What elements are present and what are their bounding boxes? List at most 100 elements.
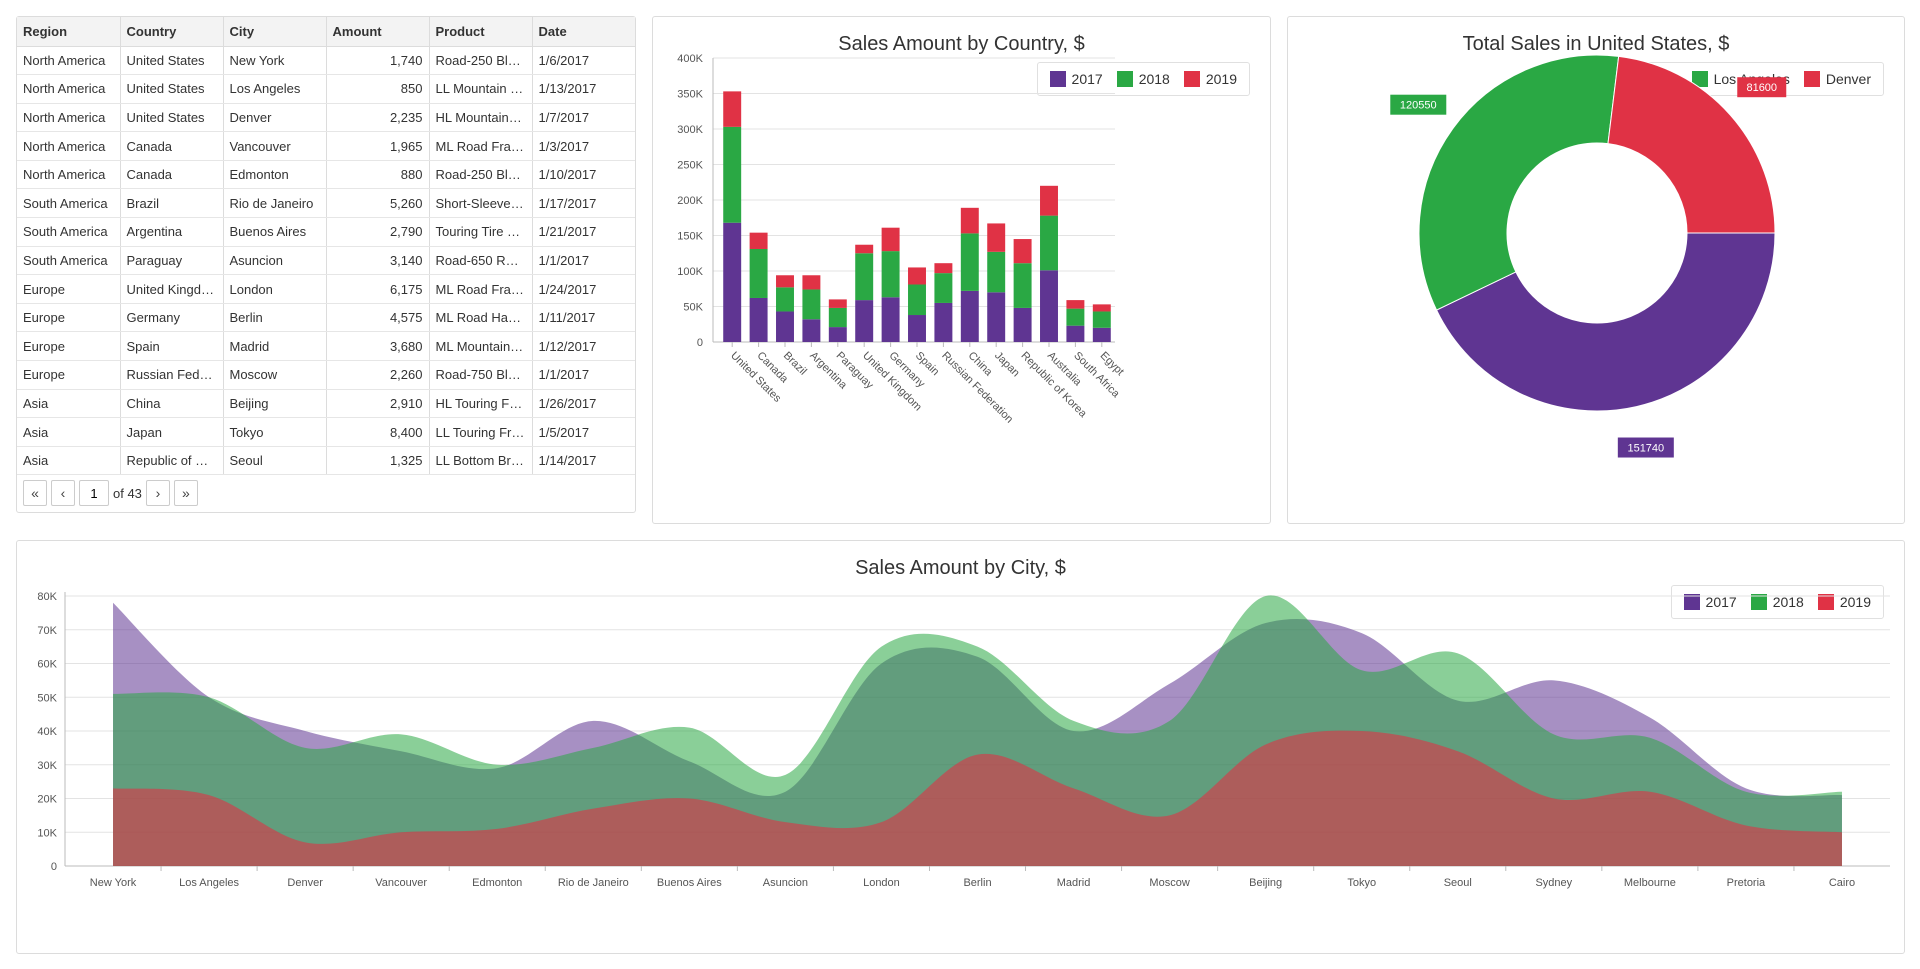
bar-chart-title: Sales Amount by Country, $ xyxy=(838,33,1085,55)
legend-item[interactable]: 2018 xyxy=(1116,71,1170,87)
double-chevron-right-icon: » xyxy=(182,485,190,501)
table-row[interactable]: North America Canada Edmonton 880 Road-250 B… xyxy=(17,160,635,190)
bar-segment[interactable] xyxy=(881,251,900,298)
bar-segment[interactable] xyxy=(987,251,1006,293)
donut-slice[interactable] xyxy=(1435,232,1776,412)
table-cell: 6,175 xyxy=(326,274,430,304)
bar-segment[interactable] xyxy=(960,233,979,291)
table-row[interactable]: Europe United Kingd… London 6,175 ML Road Fr… xyxy=(17,274,635,304)
prev-page-button[interactable]: ‹ xyxy=(51,480,75,506)
bar-segment[interactable] xyxy=(1013,239,1032,264)
bar-segment[interactable] xyxy=(881,297,900,342)
next-page-button[interactable]: › xyxy=(145,480,170,506)
table-cell: 2,235 xyxy=(326,103,430,133)
column-header[interactable]: Product xyxy=(429,17,533,47)
legend-label: 2019 xyxy=(1839,594,1871,610)
donut-slice[interactable] xyxy=(1607,55,1776,234)
bar-segment[interactable] xyxy=(934,263,953,274)
bar-segment[interactable] xyxy=(776,311,794,342)
x-tick-label: Denver xyxy=(287,877,323,889)
bar-segment[interactable] xyxy=(828,307,847,328)
bar-segment[interactable] xyxy=(934,273,953,303)
column-header[interactable]: Region xyxy=(17,17,121,47)
legend-item[interactable]: Denver xyxy=(1803,71,1871,87)
bar-segment[interactable] xyxy=(855,253,874,301)
donut-slice[interactable] xyxy=(1418,54,1620,311)
bar-segment[interactable] xyxy=(828,327,847,342)
bar-segment[interactable] xyxy=(855,300,874,342)
bar-segment[interactable] xyxy=(802,319,821,342)
legend-item[interactable]: 2018 xyxy=(1750,594,1804,610)
bar-segment[interactable] xyxy=(908,267,926,285)
last-page-button[interactable]: » xyxy=(173,480,198,506)
table-row[interactable]: South America Paraguay Asuncion 3,140 Road-6… xyxy=(17,246,635,276)
column-header[interactable]: Amount xyxy=(326,17,430,47)
bar-segment[interactable] xyxy=(1092,311,1111,328)
bar-segment[interactable] xyxy=(881,227,900,252)
table-row[interactable]: Europe Germany Berlin 4,575 ML Road Ha… 1/11/… xyxy=(17,303,635,333)
bar-segment[interactable] xyxy=(1092,304,1111,312)
table-row[interactable]: South America Brazil Rio de Janeiro 5,260 Sh… xyxy=(17,188,635,219)
area-series-2019[interactable] xyxy=(113,730,1842,866)
bar-segment[interactable] xyxy=(1066,325,1085,342)
table-row[interactable]: South America Argentina Buenos Aires 2,790 T… xyxy=(17,217,635,247)
bar-segment[interactable] xyxy=(1092,327,1111,342)
table-row[interactable]: Asia China Beijing 2,910 HL Touring F… 1/26/2… xyxy=(17,389,635,419)
legend-item[interactable]: 2017 xyxy=(1049,71,1103,87)
bar-segment[interactable] xyxy=(908,284,926,316)
bar-segment[interactable] xyxy=(1013,263,1032,308)
bar-segment[interactable] xyxy=(776,287,794,312)
bar-segment[interactable] xyxy=(723,126,742,223)
bar-segment[interactable] xyxy=(749,232,768,249)
bar-segment[interactable] xyxy=(723,91,742,127)
table-cell: 1/13/2017 xyxy=(532,74,635,104)
bar-segment[interactable] xyxy=(802,275,821,290)
table-cell: United States xyxy=(120,46,224,76)
first-page-button[interactable]: « xyxy=(23,480,47,506)
bar-segment[interactable] xyxy=(1040,185,1058,216)
bar-segment[interactable] xyxy=(1013,307,1032,342)
table-row[interactable]: Europe Spain Madrid 3,680 ML Mountain… 1/12/2… xyxy=(17,331,635,362)
table-cell: 1/21/2017 xyxy=(532,217,635,247)
x-tick-label: Seoul xyxy=(1444,877,1472,889)
table-row[interactable]: North America United States Denver 2,235 HL … xyxy=(17,103,635,133)
table-row[interactable]: North America United States Los Angeles 850… xyxy=(17,74,635,104)
table-row[interactable]: Asia Japan Tokyo 8,400 LL Touring Fr… 1/5/201… xyxy=(17,417,635,447)
bar-segment[interactable] xyxy=(1040,270,1058,342)
table-header-row: Region Country City Amount Product Date xyxy=(17,17,635,47)
table-row[interactable]: Europe Russian Fed… Moscow 2,260 Road-750 Bl… xyxy=(17,360,635,390)
bar-segment[interactable] xyxy=(960,207,979,234)
table-row[interactable]: Asia Republic of … Seoul 1,325 LL Bottom Br…… xyxy=(17,446,635,476)
bar-segment[interactable] xyxy=(749,297,768,342)
table-row[interactable]: North America Canada Vancouver 1,965 ML Road… xyxy=(17,131,635,161)
legend-item[interactable]: 2019 xyxy=(1183,71,1237,87)
bar-segment[interactable] xyxy=(1040,215,1058,271)
page-number-input[interactable] xyxy=(79,480,109,506)
column-header[interactable]: Country xyxy=(120,17,224,47)
bar-segment[interactable] xyxy=(723,222,742,342)
bar-segment[interactable] xyxy=(960,290,979,342)
x-tick-label: Los Angeles xyxy=(179,877,239,889)
double-chevron-left-icon: « xyxy=(31,485,39,501)
bar-segment[interactable] xyxy=(934,302,953,342)
x-tick-label: New York xyxy=(90,877,137,889)
table-cell: Europe xyxy=(17,274,121,304)
legend-item[interactable]: 2017 xyxy=(1683,594,1737,610)
bar-segment[interactable] xyxy=(855,244,874,254)
table-cell: Asia xyxy=(17,446,121,476)
table-row[interactable]: North America United States New York 1,740 R… xyxy=(17,46,635,76)
bar-segment[interactable] xyxy=(749,248,768,298)
bar-segment[interactable] xyxy=(776,275,794,288)
area-chart: 0 10K 20K 30K 40K 50K 60K 70K 80K New York Los Ang… xyxy=(37,591,1890,889)
bar-segment[interactable] xyxy=(987,223,1006,252)
x-tick-label: Asuncion xyxy=(763,877,808,889)
bar-segment[interactable] xyxy=(908,315,926,342)
bar-segment[interactable] xyxy=(802,289,821,320)
bar-segment[interactable] xyxy=(1066,300,1085,309)
bar-segment[interactable] xyxy=(987,292,1006,342)
legend-item[interactable]: 2019 xyxy=(1817,594,1871,610)
bar-segment[interactable] xyxy=(1066,308,1085,326)
bar-segment[interactable] xyxy=(828,299,847,308)
column-header[interactable]: Date xyxy=(532,17,635,47)
column-header[interactable]: City xyxy=(223,17,327,47)
